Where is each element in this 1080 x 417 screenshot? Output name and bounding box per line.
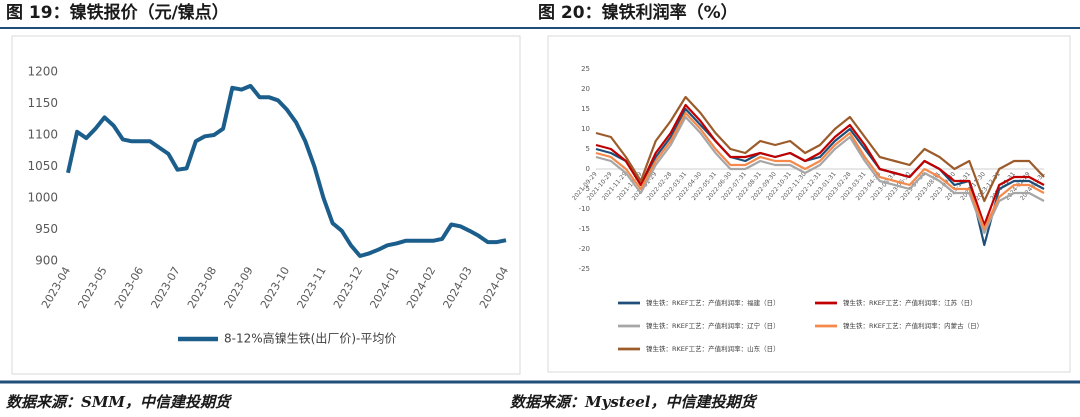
y-tick-label: 900: [35, 254, 58, 268]
legend-label: 镍生铁：RKEF工艺：产值利润率：江苏（日）: [843, 298, 977, 307]
chart-frame: [11, 35, 521, 375]
x-tick-label: 2024-02: [404, 265, 438, 311]
y-tick-label: 1000: [27, 191, 58, 205]
chart-title: 图 20：镍铁利润率（%）: [538, 2, 738, 23]
y-tick-label: 20: [581, 85, 590, 93]
data-line: [595, 103, 1045, 227]
y-tick-label: 1150: [27, 96, 58, 110]
x-tick-label: 2024-01: [367, 265, 401, 311]
y-tick-label: 1100: [27, 128, 58, 142]
y-tick-label: 25: [581, 65, 590, 73]
x-tick-label: 2023-08: [185, 265, 219, 311]
chart-frame: [547, 35, 1071, 373]
legend-label: 镍生铁：RKEF工艺：产值利润率：福建（日）: [646, 298, 780, 307]
data-line: [595, 95, 1045, 203]
y-tick-label: -15: [579, 225, 590, 233]
legend-label: 镍生铁：RKEF工艺：产值利润率：山东（日）: [646, 344, 780, 353]
y-tick-label: -20: [579, 245, 590, 253]
x-tick-label: 2023-07: [148, 265, 182, 311]
y-tick-label: 0: [586, 165, 590, 173]
y-tick-label: 1050: [27, 159, 58, 173]
data-line: [595, 111, 1045, 231]
source-note: 数据来源：SMM，中信建投期货: [6, 393, 233, 411]
legend-label: 镍生铁：RKEF工艺：产值利润率：辽宁（日）: [646, 321, 780, 330]
y-tick-label: 5: [586, 145, 590, 153]
chart-title: 图 19：镍铁报价（元/镍点）: [6, 2, 229, 23]
source-note: 数据来源：Mysteel，中信建投期货: [510, 393, 758, 411]
x-tick-label: 2023-06: [112, 265, 146, 311]
x-tick-label: 2023-09: [221, 265, 255, 311]
x-tick-label: 2023-11: [294, 265, 328, 311]
x-tick-label: 2024-03: [440, 265, 474, 311]
legend-label: 镍生铁：RKEF工艺：产值利润率：内蒙古（日）: [843, 321, 983, 330]
y-tick-label: 1200: [27, 65, 58, 79]
y-tick-label: 950: [35, 222, 58, 236]
x-tick-label: 2023-10: [258, 265, 292, 311]
y-tick-label: 15: [581, 105, 590, 113]
y-tick-label: -25: [579, 265, 590, 273]
y-tick-label: -5: [583, 185, 590, 193]
y-tick-label: 10: [581, 125, 590, 133]
x-tick-label: 2024-04: [477, 265, 511, 311]
data-line: [595, 115, 1045, 235]
x-tick-label: 2023-05: [75, 265, 109, 311]
x-tick-label: 2023-04: [39, 265, 73, 311]
data-line: [66, 83, 507, 258]
legend-label: 8-12%高镍生铁(出厂价)-平均价: [224, 331, 396, 346]
x-tick-label: 2023-12: [331, 265, 365, 311]
y-tick-label: -10: [579, 205, 590, 213]
